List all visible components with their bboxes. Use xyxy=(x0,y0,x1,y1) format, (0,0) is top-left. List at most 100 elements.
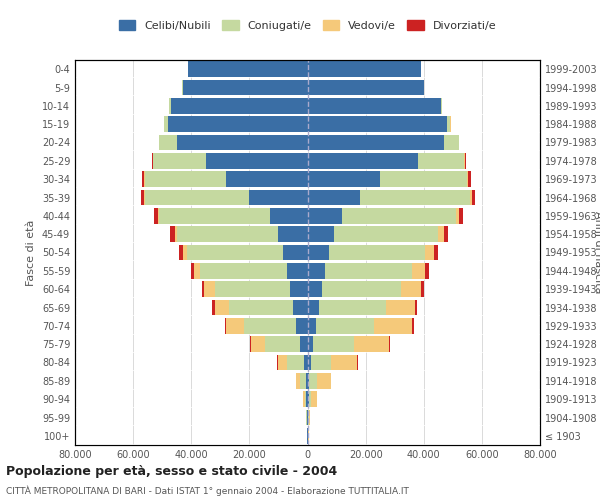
Bar xyxy=(329,244,425,260)
Bar xyxy=(308,190,360,206)
Bar xyxy=(308,300,319,316)
Bar xyxy=(334,226,438,242)
Bar xyxy=(308,62,421,77)
Bar xyxy=(184,244,187,260)
Bar xyxy=(293,300,308,316)
Bar xyxy=(170,226,175,242)
Bar xyxy=(304,354,308,370)
Bar xyxy=(215,282,290,297)
Bar xyxy=(287,263,308,278)
Bar xyxy=(194,263,200,278)
Bar xyxy=(468,172,470,187)
Bar xyxy=(191,263,194,278)
Bar xyxy=(412,263,425,278)
Bar xyxy=(177,226,278,242)
Bar xyxy=(309,373,317,388)
Bar xyxy=(308,134,444,150)
Bar xyxy=(311,392,317,407)
Bar xyxy=(164,116,168,132)
Bar xyxy=(343,208,456,224)
Bar xyxy=(415,300,418,316)
Bar xyxy=(425,263,429,278)
Bar xyxy=(307,392,308,407)
Bar xyxy=(278,354,287,370)
Bar xyxy=(443,226,448,242)
Bar xyxy=(226,172,308,187)
Bar xyxy=(308,410,310,426)
Bar xyxy=(308,263,325,278)
Bar xyxy=(401,282,421,297)
Bar xyxy=(187,244,283,260)
Bar xyxy=(171,98,308,114)
Bar xyxy=(308,208,343,224)
Bar xyxy=(152,153,154,168)
Text: Popolazione per età, sesso e stato civile - 2004: Popolazione per età, sesso e stato civil… xyxy=(6,465,337,478)
Bar xyxy=(308,373,309,388)
Bar xyxy=(142,172,145,187)
Bar xyxy=(308,336,313,352)
Bar xyxy=(296,373,300,388)
Bar xyxy=(311,354,331,370)
Bar xyxy=(470,190,472,206)
Y-axis label: Fasce di età: Fasce di età xyxy=(26,220,36,286)
Bar xyxy=(308,98,441,114)
Bar xyxy=(224,318,226,334)
Bar xyxy=(200,263,287,278)
Bar xyxy=(313,336,354,352)
Bar xyxy=(412,318,414,334)
Bar xyxy=(472,190,475,206)
Bar xyxy=(158,208,159,224)
Bar xyxy=(308,172,380,187)
Bar xyxy=(308,354,311,370)
Bar xyxy=(444,134,458,150)
Bar xyxy=(438,226,443,242)
Bar xyxy=(290,282,308,297)
Bar xyxy=(159,208,270,224)
Bar xyxy=(418,153,464,168)
Bar xyxy=(270,208,308,224)
Bar xyxy=(464,153,466,168)
Bar xyxy=(177,134,308,150)
Bar xyxy=(154,208,158,224)
Bar xyxy=(145,172,226,187)
Bar xyxy=(179,244,184,260)
Bar xyxy=(308,318,316,334)
Legend: Celibi/Nubili, Coniugati/e, Vedovi/e, Divorziati/e: Celibi/Nubili, Coniugati/e, Vedovi/e, Di… xyxy=(114,16,501,35)
Bar xyxy=(458,208,463,224)
Bar xyxy=(250,336,251,352)
Bar xyxy=(206,153,308,168)
Bar xyxy=(175,226,177,242)
Bar xyxy=(421,282,424,297)
Bar xyxy=(287,354,304,370)
Bar xyxy=(380,172,467,187)
Bar xyxy=(308,244,329,260)
Bar xyxy=(354,336,389,352)
Bar xyxy=(212,300,215,316)
Bar xyxy=(296,318,308,334)
Bar xyxy=(300,373,306,388)
Bar xyxy=(322,282,401,297)
Bar xyxy=(182,80,308,96)
Bar xyxy=(317,373,331,388)
Bar xyxy=(169,98,171,114)
Bar xyxy=(319,300,386,316)
Bar xyxy=(145,190,250,206)
Bar xyxy=(188,62,308,77)
Bar xyxy=(374,318,412,334)
Bar xyxy=(265,336,300,352)
Bar xyxy=(278,226,308,242)
Bar xyxy=(360,190,470,206)
Bar xyxy=(283,244,308,260)
Bar xyxy=(316,318,374,334)
Bar xyxy=(159,134,177,150)
Bar xyxy=(308,116,447,132)
Bar xyxy=(226,318,244,334)
Bar xyxy=(305,392,307,407)
Bar xyxy=(140,190,144,206)
Bar xyxy=(386,300,415,316)
Bar xyxy=(308,282,322,297)
Bar xyxy=(205,282,215,297)
Bar xyxy=(447,116,451,132)
Bar xyxy=(202,282,205,297)
Bar xyxy=(456,208,458,224)
